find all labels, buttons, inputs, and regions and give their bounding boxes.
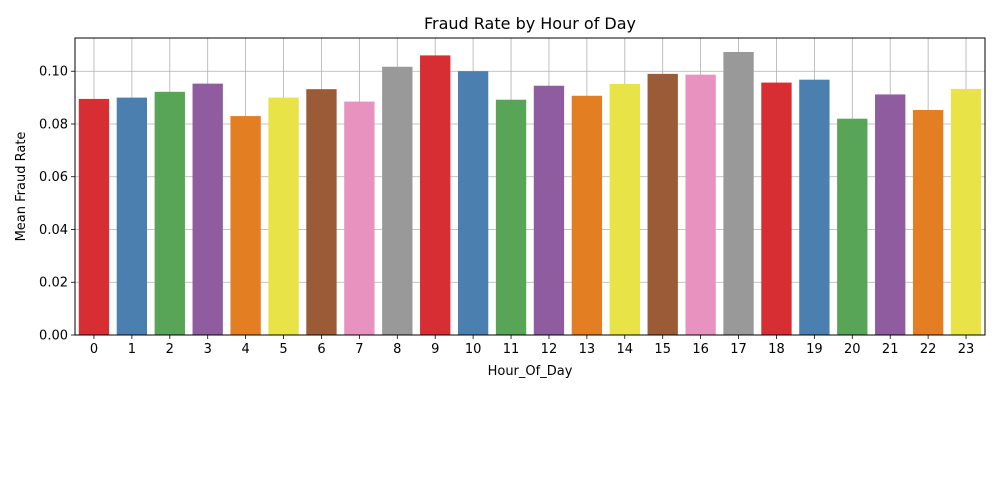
bar-hour-17 [723, 51, 754, 335]
y-tick-label: 0.08 [39, 117, 68, 132]
x-tick-label: 7 [355, 342, 363, 357]
y-axis-label: Mean Fraud Rate [14, 132, 29, 242]
x-tick-label: 20 [844, 342, 861, 357]
x-tick-label: 12 [541, 342, 558, 357]
y-axis-ticks: 0.00 0.02 0.04 0.06 0.08 0.10 [39, 65, 75, 344]
x-tick-label: 23 [958, 342, 975, 357]
x-tick-label: 13 [579, 342, 596, 357]
x-axis-label: Hour_Of_Day [488, 364, 573, 379]
x-tick-label: 10 [465, 342, 482, 357]
y-tick-label: 0.02 [39, 276, 68, 291]
y-tick-label: 0.00 [39, 329, 68, 344]
x-tick-label: 1 [128, 342, 136, 357]
x-tick-label: 11 [503, 342, 520, 357]
x-tick-label: 16 [692, 342, 709, 357]
bar-hour-3 [192, 83, 223, 335]
bar-hour-18 [761, 82, 792, 335]
x-tick-label: 15 [654, 342, 671, 357]
bars [78, 51, 982, 336]
bar-hour-2 [154, 91, 185, 336]
bar-hour-9 [420, 55, 451, 335]
y-tick-label: 0.06 [39, 170, 68, 185]
x-tick-label: 3 [204, 342, 212, 357]
y-tick-label: 0.10 [39, 65, 68, 80]
bar-hour-12 [533, 85, 565, 335]
x-axis-ticks: 0 1 2 3 4 5 6 7 8 9 10 11 12 13 14 15 16 17 18 19 20 21 22 23 [90, 335, 974, 357]
x-tick-label: 17 [730, 342, 747, 357]
bar-hour-5 [268, 97, 299, 335]
bar-hour-10 [457, 71, 489, 335]
x-tick-label: 21 [882, 342, 899, 357]
bar-hour-7 [344, 101, 375, 335]
x-tick-label: 18 [768, 342, 785, 357]
bar-hour-16 [685, 74, 716, 335]
plot-frame [74, 37, 986, 336]
bar-hour-22 [912, 110, 944, 335]
bar-hour-13 [571, 95, 603, 336]
x-tick-label: 2 [166, 342, 174, 357]
bar-hour-4 [230, 116, 261, 335]
x-tick-label: 19 [806, 342, 823, 357]
x-tick-label: 22 [920, 342, 937, 357]
x-tick-label: 5 [279, 342, 287, 357]
bar-hour-20 [837, 118, 868, 336]
bar-hour-23 [950, 88, 982, 336]
y-tick-label: 0.04 [39, 223, 68, 238]
bar-hour-19 [799, 79, 830, 335]
x-tick-label: 14 [617, 342, 634, 357]
x-tick-label: 9 [431, 342, 439, 357]
bar-hour-14 [609, 83, 640, 335]
bar-hour-8 [382, 66, 413, 336]
bar-hour-21 [875, 94, 906, 335]
x-tick-label: 4 [241, 342, 249, 357]
chart-title: Fraud Rate by Hour of Day [424, 14, 636, 33]
bar-hour-1 [116, 97, 148, 335]
bar-hour-0 [78, 98, 110, 335]
bar-hour-15 [647, 73, 678, 335]
x-tick-label: 0 [90, 342, 98, 357]
x-tick-label: 6 [317, 342, 325, 357]
x-tick-label: 8 [393, 342, 401, 357]
bar-hour-11 [495, 99, 527, 336]
bar-hour-6 [306, 89, 337, 335]
